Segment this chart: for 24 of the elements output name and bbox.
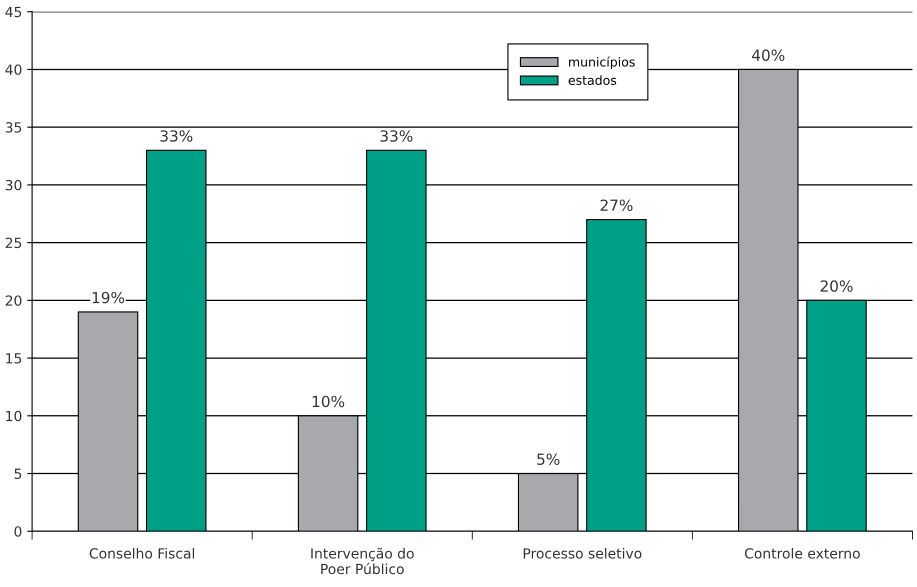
data-label: 19% bbox=[92, 292, 124, 304]
y-tick-label: 40 bbox=[5, 64, 22, 75]
data-label: 40% bbox=[752, 49, 784, 61]
legend-label: estados bbox=[568, 75, 616, 85]
y-tick-label: 5 bbox=[14, 468, 22, 479]
x-tick-label: Conselho Fiscal bbox=[90, 548, 194, 559]
data-label: 33% bbox=[380, 130, 412, 142]
y-tick-label: 20 bbox=[6, 295, 22, 306]
data-label: 20% bbox=[820, 280, 853, 292]
y-tick-label: 25 bbox=[6, 238, 22, 248]
x-tick-label: Controle externo bbox=[744, 548, 860, 559]
y-tick-label: 10 bbox=[6, 410, 22, 422]
y-tick-label: 0 bbox=[14, 526, 22, 537]
y-tick-label: 35 bbox=[6, 122, 22, 133]
y-tick-label: 30 bbox=[6, 180, 22, 190]
y-tick-label: 45 bbox=[5, 6, 22, 18]
y-tick-label: 15 bbox=[6, 353, 22, 364]
data-label: 27% bbox=[600, 199, 633, 212]
legend-label: municípios bbox=[569, 56, 635, 70]
x-tick-label: Intervenção do Poer Público bbox=[311, 548, 414, 574]
data-label: 33% bbox=[160, 130, 192, 142]
data-label: 10% bbox=[312, 396, 344, 408]
data-label: 5% bbox=[537, 453, 560, 465]
x-tick-label: Processo seletivo bbox=[524, 548, 642, 559]
